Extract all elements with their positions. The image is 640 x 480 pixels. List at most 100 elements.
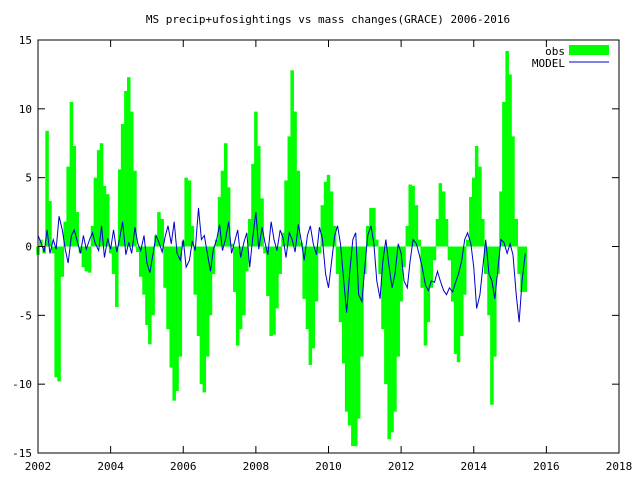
obs-bar-126 xyxy=(417,239,422,247)
obs-bar-18 xyxy=(90,225,95,247)
obs-bar-100 xyxy=(338,246,343,323)
obs-bar-121 xyxy=(402,246,406,268)
obs-bar-136 xyxy=(447,246,452,261)
obs-bar-56 xyxy=(205,246,210,357)
obs-bar-10 xyxy=(66,166,70,247)
obs-bar-87 xyxy=(299,242,304,247)
obs-bar-13 xyxy=(75,212,79,247)
obs-bar-106 xyxy=(356,246,361,419)
x-tick-label-1: 2004 xyxy=(97,460,124,473)
obs-bar-140 xyxy=(460,246,464,336)
obs-bar-91 xyxy=(311,246,315,349)
obs-bar-123 xyxy=(408,184,412,247)
y-tick-label-2: -5 xyxy=(19,309,32,322)
obs-bar-44 xyxy=(169,246,174,368)
obs-bar-134 xyxy=(441,191,446,247)
obs-bar-53 xyxy=(196,246,201,336)
obs-bar-70 xyxy=(247,218,252,247)
obs-bar-21 xyxy=(99,143,104,247)
obs-bar-55 xyxy=(202,246,207,393)
model-line-layer xyxy=(37,207,526,323)
obs-bar-20 xyxy=(96,150,101,247)
x-tick-label-3: 2008 xyxy=(243,460,270,473)
obs-bar-65 xyxy=(233,246,237,292)
obs-bar-94 xyxy=(320,205,325,247)
obs-bar-58 xyxy=(211,246,216,275)
obs-bar-129 xyxy=(426,246,431,323)
obs-bar-11 xyxy=(69,101,74,247)
obs-bar-85 xyxy=(293,111,297,247)
obs-bar-80 xyxy=(278,246,282,275)
x-tick-label-2: 2006 xyxy=(170,460,197,473)
obs-bar-26 xyxy=(115,246,119,308)
obs-bar-19 xyxy=(93,177,98,247)
obs-bar-111 xyxy=(372,207,376,247)
obs-bar-71 xyxy=(251,163,255,247)
obs-bar-133 xyxy=(438,183,443,247)
x-tick-label-5: 2012 xyxy=(388,460,415,473)
obs-bar-6 xyxy=(54,246,58,378)
obs-bar-60 xyxy=(217,196,222,247)
obs-bar-93 xyxy=(317,246,322,254)
obs-bar-43 xyxy=(166,246,170,330)
x-tick-label-7: 2016 xyxy=(533,460,560,473)
obs-bar-141 xyxy=(462,246,467,295)
obs-bar-47 xyxy=(178,246,183,357)
obs-bar-99 xyxy=(335,246,340,275)
model-line xyxy=(37,207,526,323)
obs-bar-17 xyxy=(87,246,92,273)
obs-bar-46 xyxy=(175,246,179,392)
obs-bar-149 xyxy=(487,246,491,316)
obs-bar-104 xyxy=(351,246,355,447)
obs-bar-34 xyxy=(139,246,143,277)
obs-bar-132 xyxy=(435,218,440,247)
x-tick-label-8: 2018 xyxy=(606,460,633,473)
obs-bar-97 xyxy=(329,191,334,247)
obs-bar-67 xyxy=(238,246,243,330)
obs-bar-30 xyxy=(127,77,131,247)
obs-bar-119 xyxy=(396,246,400,357)
obs-bar-27 xyxy=(117,169,122,247)
obs-bar-79 xyxy=(275,246,279,309)
obs-bar-83 xyxy=(287,136,292,247)
legend-obs-swatch xyxy=(569,45,609,55)
obs-bar-120 xyxy=(399,246,403,302)
obs-bar-84 xyxy=(290,70,294,247)
legend: obs MODEL xyxy=(532,45,609,70)
obs-bar-25 xyxy=(111,246,116,275)
obs-bar-158 xyxy=(514,218,518,247)
obs-bar-61 xyxy=(220,170,225,247)
obs-bar-96 xyxy=(326,174,331,247)
obs-bar-68 xyxy=(242,246,246,316)
obs-bar-95 xyxy=(323,181,328,247)
obs-bar-88 xyxy=(302,246,306,299)
obs-bar-49 xyxy=(184,177,188,247)
obs-bar-37 xyxy=(148,246,152,345)
obs-bar-3 xyxy=(45,130,49,247)
obs-bar-156 xyxy=(508,74,512,247)
obs-bar-12 xyxy=(72,146,77,247)
obs-bar-90 xyxy=(308,246,313,365)
obs-bar-142 xyxy=(465,239,470,247)
x-tick-label-6: 2014 xyxy=(461,460,488,473)
obs-bar-145 xyxy=(474,146,479,247)
obs-bar-69 xyxy=(245,246,249,272)
obs-bar-73 xyxy=(257,146,261,247)
obs-bar-117 xyxy=(390,246,394,433)
obs-bar-42 xyxy=(163,246,167,288)
obs-bar-77 xyxy=(269,246,273,336)
legend-obs-label: obs xyxy=(545,45,565,58)
obs-bar-138 xyxy=(453,246,458,354)
obs-bar-159 xyxy=(517,246,521,275)
obs-bar-101 xyxy=(342,246,346,364)
obs-bar-157 xyxy=(511,136,515,247)
obs-bar-103 xyxy=(347,246,352,426)
obs-bar-114 xyxy=(381,246,385,330)
y-tick-label-1: -10 xyxy=(12,378,32,391)
obs-bar-135 xyxy=(444,218,449,247)
obs-bar-128 xyxy=(423,246,428,346)
obs-bar-76 xyxy=(266,246,270,297)
obs-bar-150 xyxy=(490,246,494,405)
obs-bar-23 xyxy=(105,194,110,247)
